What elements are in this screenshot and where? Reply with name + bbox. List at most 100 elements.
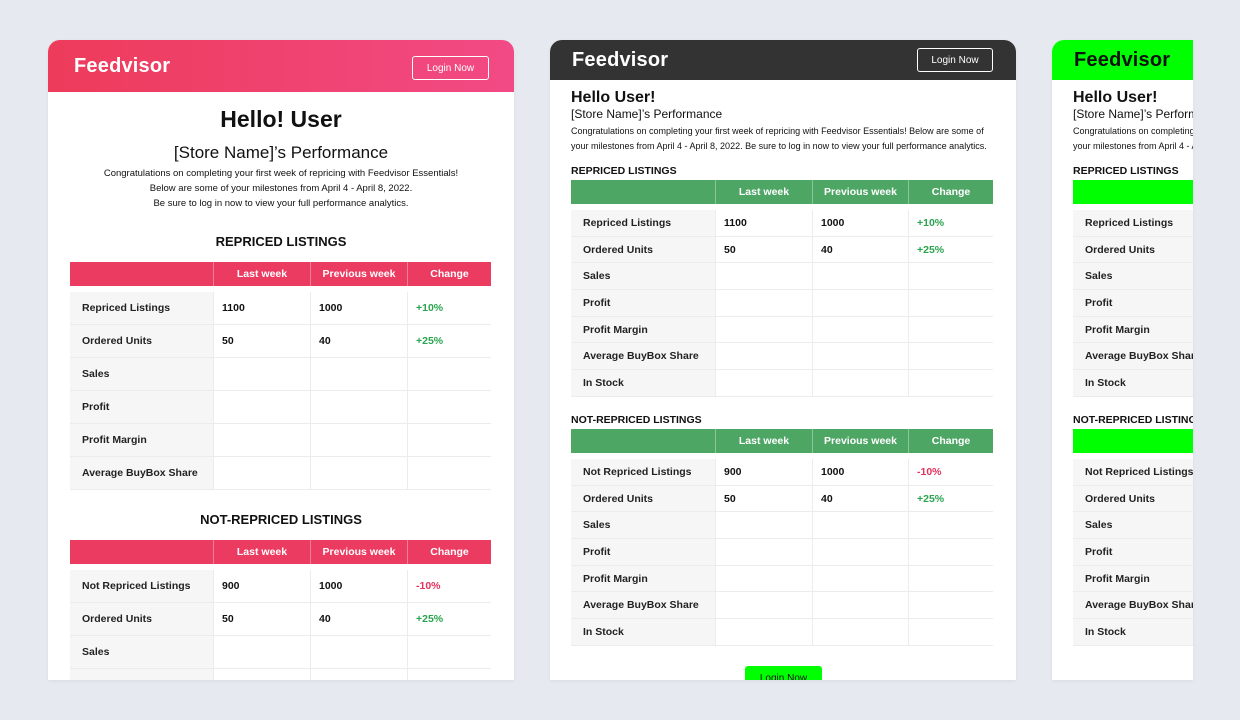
cell-value (813, 539, 909, 565)
cell-value (311, 457, 408, 489)
email-header: Feedvisor Login Now (550, 40, 1016, 80)
row-label: In Stock (571, 370, 716, 396)
row-label: Repriced Listings (1073, 210, 1193, 236)
row-label: Average BuyBox Share (1073, 592, 1193, 619)
row-label: Sales (571, 512, 716, 539)
row-label: Profit Margin (70, 424, 214, 456)
change-value (408, 669, 491, 680)
cell-value: 40 (311, 325, 408, 357)
table-row: Profit (70, 391, 491, 424)
row-label: In Stock (1073, 619, 1193, 645)
performance-title: [Store Name]’s Performance (173, 143, 389, 162)
change-value (909, 317, 993, 343)
change-value: +10% (416, 302, 444, 314)
table-row: Average BuyBox Share (571, 343, 993, 371)
row-label: Ordered Units (1073, 236, 1193, 263)
cell-value (311, 636, 408, 668)
cell-value (716, 592, 813, 619)
row-label: Ordered Units (571, 485, 716, 512)
table-row: Profit (571, 290, 993, 317)
table-row: Profit (1073, 539, 1193, 566)
row-label: Sales (1073, 512, 1193, 539)
table-row: In Stock (1073, 370, 1193, 397)
table-row: In Stock (571, 370, 993, 397)
table-row: Sales (70, 636, 491, 669)
login-button[interactable]: Login Now (917, 48, 993, 72)
cell-value: 40 (813, 485, 909, 512)
change-value (408, 391, 491, 423)
change-value: +25% (917, 492, 945, 505)
performance-title: [Store Name]’s Performance (1073, 107, 1193, 121)
cell-value: 900 (214, 570, 311, 602)
row-label: Ordered Units (571, 236, 716, 263)
feedvisor-logo: Feedvisor (74, 55, 171, 77)
cell-value (716, 512, 813, 539)
row-label: Average BuyBox Share (1073, 343, 1193, 370)
column-header-blank (70, 540, 214, 564)
section-title-repriced: REPRICED LISTINGS (215, 234, 347, 249)
section-title-repriced: REPRICED LISTINGS (571, 165, 677, 177)
table-row: Profit Margin (70, 424, 491, 457)
row-label: Not Repriced Listings (1073, 459, 1193, 485)
cell-value: 50 (716, 236, 813, 263)
greeting-title: Hello User! (1073, 89, 1158, 106)
row-label: Profit (571, 539, 716, 565)
row-label: Repriced Listings (70, 292, 214, 324)
change-value (909, 566, 993, 592)
change-value (909, 370, 993, 396)
cell-value: 1000 (813, 210, 909, 236)
login-button[interactable]: Login Now (412, 56, 489, 80)
change-value: -10% (917, 465, 942, 478)
email-preview-dark: Feedvisor Login Now Hello User! [Store N… (550, 40, 1016, 680)
cell-value (716, 343, 813, 370)
section-title-not-repriced: NOT-REPRICED LISTINGS (1073, 414, 1193, 426)
greeting-title: Hello! User (220, 106, 342, 132)
column-header: Last week (214, 540, 311, 564)
table-row: Average BuyBox Share (1073, 343, 1193, 371)
intro-text: Congratulations on completing your first… (103, 168, 459, 209)
cell-value (716, 565, 813, 592)
cell-value: 40 (311, 603, 408, 635)
row-label: Profit (70, 669, 214, 680)
cell-value (813, 370, 909, 396)
change-value: -10% (416, 580, 441, 592)
cell-value: 50 (214, 325, 311, 357)
cell-value (214, 669, 311, 680)
row-label: Profit Margin (571, 316, 716, 343)
row-label: Profit Margin (571, 565, 716, 592)
column-header: Previous week (813, 180, 909, 204)
change-value (408, 457, 491, 489)
cell-value: 40 (813, 236, 909, 263)
cell-value (311, 424, 408, 456)
cell-value (716, 539, 813, 565)
row-label: Sales (1073, 263, 1193, 290)
row-label: Profit (571, 290, 716, 316)
cell-value (311, 391, 408, 423)
change-value (909, 343, 993, 369)
intro-text: Congratulations on completing your first… (1073, 126, 1193, 151)
column-header: Change (430, 268, 469, 280)
row-label: In Stock (571, 619, 716, 645)
change-value (909, 619, 993, 645)
column-header: Change (931, 435, 971, 447)
cell-value (716, 290, 813, 316)
login-button-bottom[interactable]: Login Now (745, 666, 822, 680)
cell-value (716, 263, 813, 290)
table-row: Profit Margin (571, 565, 993, 593)
